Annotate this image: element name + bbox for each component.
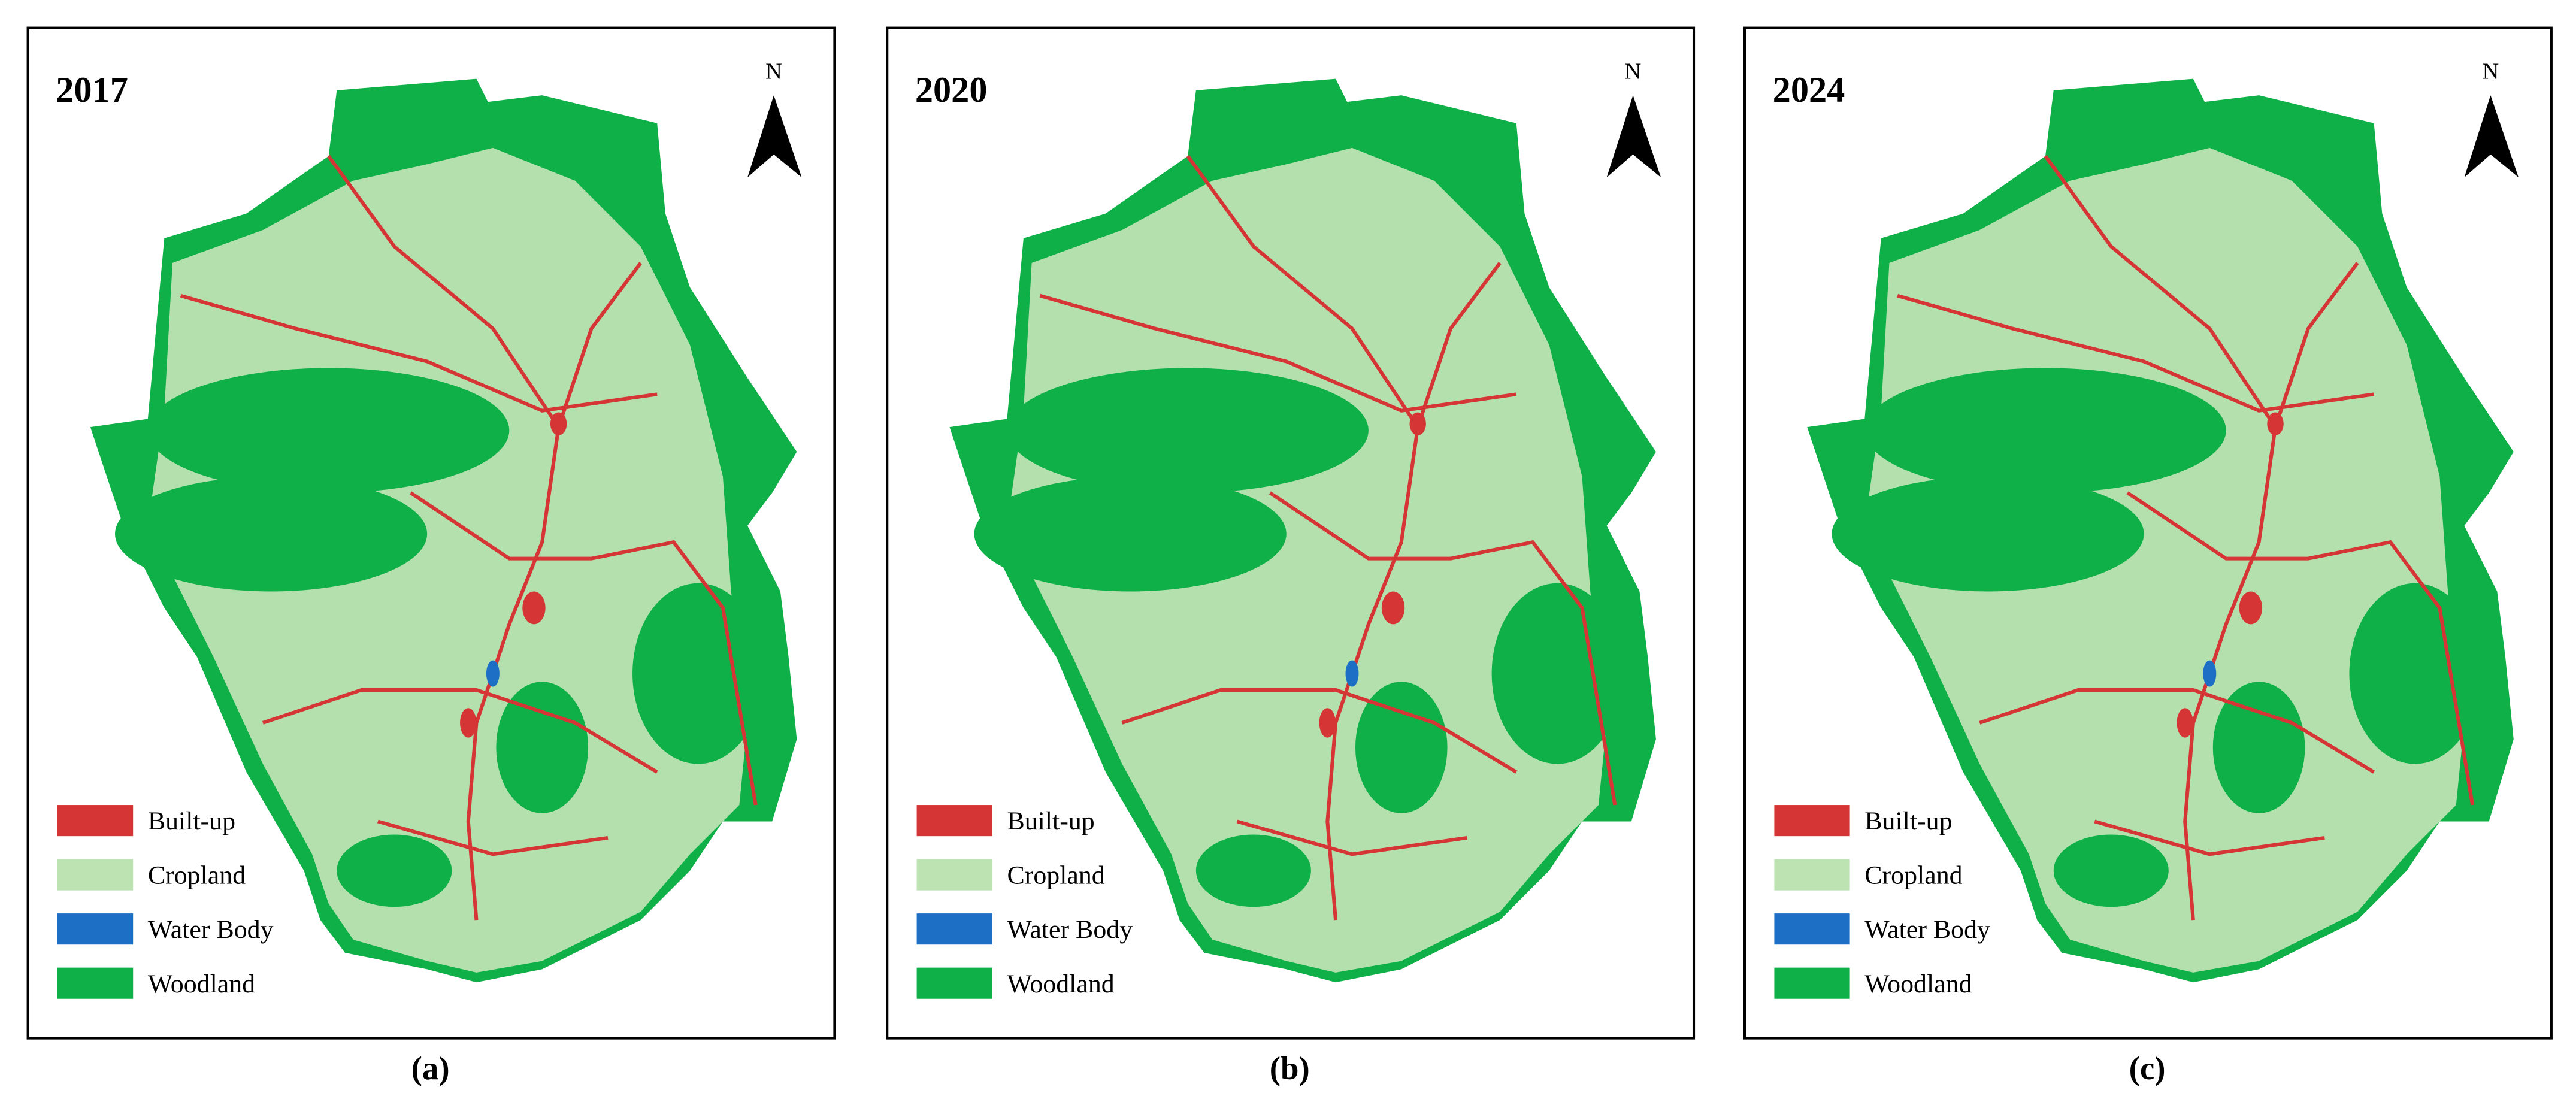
legend-label: Built-up [1007, 807, 1094, 835]
legend-swatch [1774, 859, 1850, 891]
legend-swatch [57, 805, 134, 837]
legend-swatch [916, 859, 992, 891]
legend-swatch [916, 913, 992, 945]
north-label: N [2482, 59, 2499, 84]
legend-swatch [57, 859, 134, 891]
map-panel: 2024 N Built-up Cropland Water Body Woodland (… [1743, 26, 2553, 1086]
north-label: N [765, 59, 782, 84]
legend-label: Built-up [148, 807, 235, 835]
year-label: 2020 [915, 70, 988, 110]
map-panel: 2020 N Built-up Cropland Water Body Woodland (… [886, 26, 1696, 1086]
panel-caption: (b) [1270, 1050, 1310, 1086]
legend-label: Built-up [1864, 807, 1952, 835]
north-arrow [1606, 95, 1661, 178]
year-label: 2024 [1773, 70, 1845, 110]
north-arrow [2464, 95, 2519, 178]
legend-label: Woodland [1864, 970, 1972, 998]
legend-swatch [57, 913, 134, 945]
legend-label: Water Body [1864, 915, 1990, 944]
legend-label: Woodland [1007, 970, 1114, 998]
legend-label: Woodland [148, 970, 255, 998]
legend-swatch [916, 967, 992, 999]
legend-swatch [1774, 805, 1850, 837]
legend-label: Cropland [148, 861, 246, 890]
legend-swatch [1774, 967, 1850, 999]
legend-swatch [1774, 913, 1850, 945]
north-arrow [747, 95, 802, 178]
legend-swatch [916, 805, 992, 837]
legend-label: Water Body [1007, 915, 1133, 944]
north-label: N [1625, 59, 1642, 84]
year-label: 2017 [56, 70, 128, 110]
legend-swatch [57, 967, 134, 999]
legend-label: Water Body [148, 915, 274, 944]
panel-caption: (a) [411, 1050, 450, 1086]
map-panel: 2017 N Built-up Cropland Water Body Woodland (… [26, 26, 836, 1086]
legend-label: Cropland [1864, 861, 1962, 890]
panel-caption: (c) [2129, 1050, 2166, 1086]
legend-label: Cropland [1007, 861, 1104, 890]
